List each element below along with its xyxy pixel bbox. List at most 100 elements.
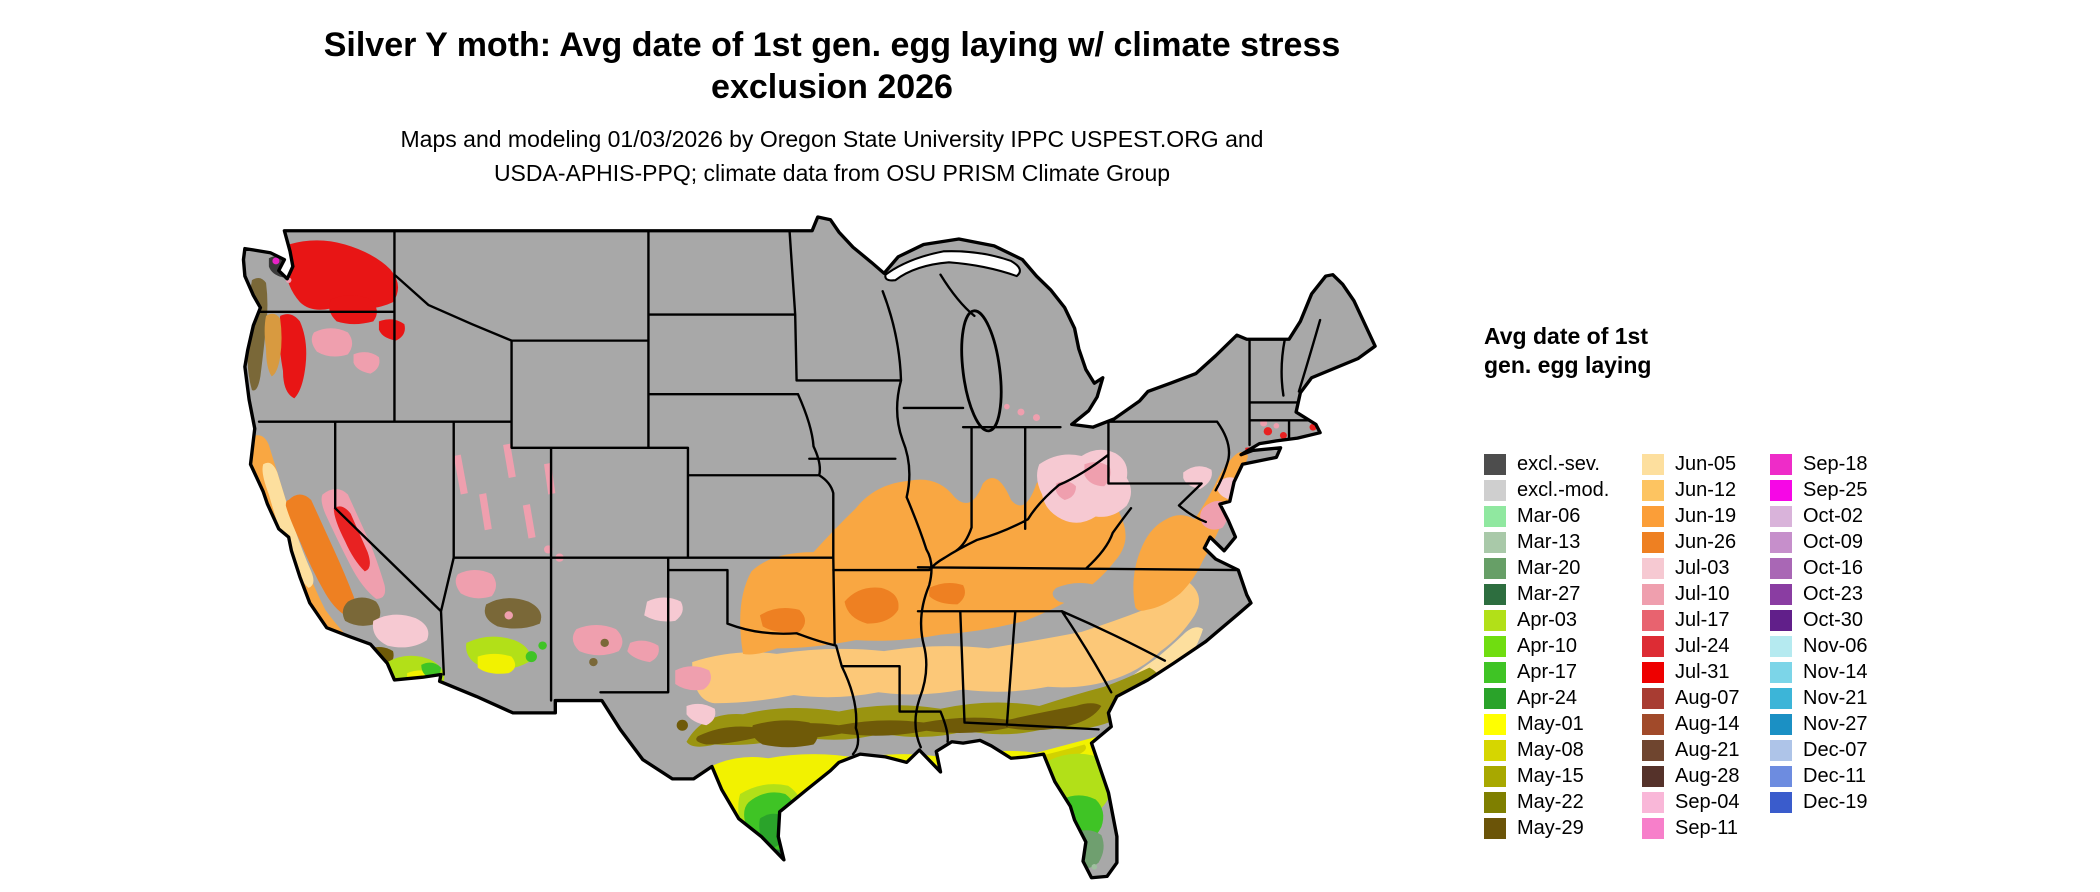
legend-label: Sep-18 — [1803, 452, 1868, 475]
region-jul03-ohio-valley — [1037, 449, 1132, 523]
legend-label: excl.-sev. — [1517, 452, 1600, 475]
legend-swatch — [1484, 583, 1506, 605]
legend-label: Dec-19 — [1803, 790, 1868, 813]
legend-entry: Jul-03 — [1642, 555, 1740, 581]
legend-label: Apr-17 — [1517, 660, 1578, 683]
legend-entry: Sep-18 — [1770, 451, 1868, 477]
legend-label: Aug-28 — [1675, 764, 1740, 787]
legend-entry: Dec-07 — [1770, 737, 1868, 763]
legend-column-3: Sep-18 Sep-25 Oct-02 Oct-09 Oct-16 Oct-23 Oct-… — [1770, 451, 1868, 815]
legend-entry: Nov-14 — [1770, 659, 1868, 685]
legend-entry: May-08 — [1484, 737, 1609, 763]
legend-entry: Mar-13 — [1484, 529, 1609, 555]
region-jul10-snm-2 — [627, 640, 659, 663]
legend-entry: Aug-07 — [1642, 685, 1740, 711]
region-willamette — [264, 313, 282, 377]
legend-column-2: Jun-05 Jun-12 Jun-19 Jun-26 Jul-03 Jul-10 Jul-… — [1642, 451, 1740, 841]
legend-swatch — [1770, 661, 1792, 683]
legend-entry: Jun-12 — [1642, 477, 1740, 503]
legend-label: May-01 — [1517, 712, 1584, 735]
legend-swatch — [1642, 765, 1664, 787]
legend-swatch — [1642, 713, 1664, 735]
legend-label: Dec-07 — [1803, 738, 1868, 761]
legend-entry: excl.-sev. — [1484, 451, 1609, 477]
legend-swatch — [1642, 739, 1664, 761]
region-aug-nm-1 — [600, 638, 609, 647]
legend-entry: Jun-26 — [1642, 529, 1740, 555]
legend-label: Oct-23 — [1803, 582, 1864, 605]
legend-entry: Dec-19 — [1770, 789, 1868, 815]
legend-entry: Apr-10 — [1484, 633, 1609, 659]
region-jun05-ca-coast-inner — [262, 462, 314, 588]
legend-swatch — [1642, 817, 1664, 839]
legend-swatch — [1642, 531, 1664, 553]
legend-label: Oct-30 — [1803, 608, 1864, 631]
region-apr10-seaz-1 — [525, 651, 537, 663]
legend-entry: Mar-20 — [1484, 555, 1609, 581]
legend-label: Jul-10 — [1675, 582, 1730, 605]
figure-subtitle: Maps and modeling 01/03/2026 by Oregon S… — [0, 122, 1664, 190]
legend-entry: Aug-14 — [1642, 711, 1740, 737]
legend-label: Mar-27 — [1517, 582, 1581, 605]
legend-swatch — [1484, 635, 1506, 657]
legend-label: May-29 — [1517, 816, 1584, 839]
region-excluded-smokies — [1052, 582, 1103, 605]
legend-swatch — [1770, 531, 1792, 553]
legend-label: Oct-16 — [1803, 556, 1864, 579]
region-jul10-nv-streaks — [453, 443, 556, 539]
legend-title-line-2: gen. egg laying — [1484, 352, 1652, 378]
legend-swatch — [1642, 453, 1664, 475]
region-jul24-ri — [1263, 427, 1273, 436]
us-outline — [241, 215, 1377, 880]
region-may08-streak-2 — [1042, 744, 1087, 761]
legend-label: May-22 — [1517, 790, 1584, 813]
legend-swatch — [1484, 739, 1506, 761]
legend-entry: Nov-06 — [1770, 633, 1868, 659]
legend-label: Mar-13 — [1517, 530, 1581, 553]
legend-label: Jul-31 — [1675, 660, 1730, 683]
legend-swatch — [1642, 687, 1664, 709]
legend-label: Sep-04 — [1675, 790, 1740, 813]
legend-label: Mar-20 — [1517, 556, 1581, 579]
region-jul10-wtx-1 — [675, 666, 711, 691]
legend-label: Mar-06 — [1517, 504, 1581, 527]
region-jul10-mi-speck-1 — [1017, 408, 1025, 416]
legend-label: Jun-12 — [1675, 478, 1737, 501]
legend-swatch — [1484, 765, 1506, 787]
legend-entry: May-01 — [1484, 711, 1609, 737]
region-may29-txhills — [751, 720, 818, 748]
legend-label: Oct-02 — [1803, 504, 1864, 527]
map-legend: Avg date of 1st gen. egg laying excl.-se… — [1484, 322, 1868, 839]
region-jul10-eor-1 — [311, 328, 353, 357]
map-regions — [243, 216, 1376, 878]
region-may01-saz — [477, 653, 516, 674]
legend-entry: Sep-11 — [1642, 815, 1740, 841]
legend-entry: Oct-02 — [1770, 503, 1868, 529]
region-jul03-enm — [644, 597, 683, 622]
legend-label: Nov-14 — [1803, 660, 1868, 683]
legend-swatch — [1484, 713, 1506, 735]
region-jul10-mi-speck-2 — [1032, 414, 1040, 421]
legend-entry: Jun-05 — [1642, 451, 1740, 477]
legend-label: May-15 — [1517, 764, 1584, 787]
legend-label: Apr-24 — [1517, 686, 1578, 709]
legend-swatch — [1484, 557, 1506, 579]
region-jun-light-band — [692, 582, 1200, 704]
figure-title: Silver Y moth: Avg date of 1st gen. egg … — [0, 24, 1664, 108]
region-aug-nm-2 — [589, 657, 598, 667]
legend-label: Nov-27 — [1803, 712, 1868, 735]
legend-label: Sep-25 — [1803, 478, 1868, 501]
region-jun26-ozarks — [844, 587, 899, 624]
legend-entry: May-15 — [1484, 763, 1609, 789]
legend-entry: Oct-16 — [1770, 555, 1868, 581]
legend-label: Jul-17 — [1675, 608, 1730, 631]
legend-label: Jun-19 — [1675, 504, 1737, 527]
legend-label: Sep-11 — [1675, 816, 1739, 839]
legend-label: Apr-03 — [1517, 608, 1578, 631]
legend-swatch — [1642, 635, 1664, 657]
legend-entry: Oct-09 — [1770, 529, 1868, 555]
legend-entry: Nov-27 — [1770, 711, 1868, 737]
region-may08-streak-1 — [872, 763, 986, 775]
legend-entry: Nov-21 — [1770, 685, 1868, 711]
